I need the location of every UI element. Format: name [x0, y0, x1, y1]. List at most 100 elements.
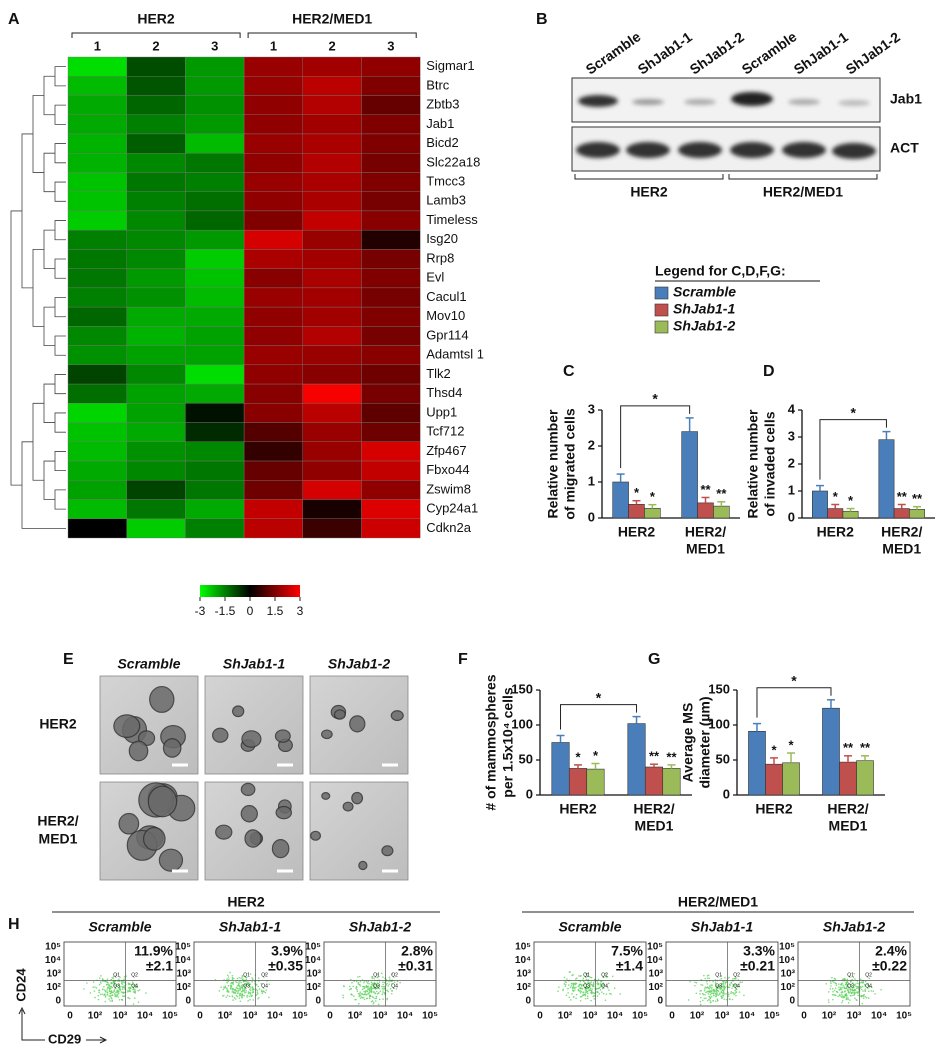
- event-dot: [264, 991, 267, 994]
- quadrant-label: Q1: [113, 973, 120, 979]
- heatmap-cell: [67, 172, 127, 192]
- event-dot: [111, 999, 114, 1002]
- x-tick-label: 10⁴: [397, 1011, 413, 1022]
- quadrant-label: Q1: [847, 973, 854, 979]
- event-dot: [120, 985, 122, 988]
- mammosphere: [147, 785, 178, 818]
- event-dot: [715, 989, 718, 991]
- event-dot: [563, 976, 566, 979]
- event-dot: [557, 990, 559, 993]
- row-label: HER2: [39, 716, 77, 732]
- event-dot: [844, 990, 846, 993]
- lane-label: ShJab1-1: [791, 29, 851, 78]
- dendrogram-branch: [43, 229, 55, 270]
- event-dot: [855, 999, 858, 1002]
- row-label: Lamb3: [426, 193, 466, 208]
- event-dot: [386, 997, 389, 1000]
- event-dot: [243, 980, 245, 983]
- mammosphere: [149, 685, 175, 713]
- heatmap-cell: [243, 56, 304, 77]
- heatmap-cell: [67, 326, 127, 346]
- event-dot: [578, 985, 580, 987]
- mammosphere: [349, 715, 366, 733]
- event-dot: [589, 982, 592, 985]
- event-dot: [596, 991, 598, 994]
- bar: [812, 490, 828, 519]
- row-label: Zbtb3: [426, 97, 459, 112]
- event-dot: [611, 975, 614, 978]
- event-dot: [115, 991, 117, 994]
- event-dot: [843, 986, 845, 988]
- plot-title: ShJab1-1: [219, 919, 281, 935]
- event-dot: [847, 990, 850, 992]
- event-dot: [835, 984, 838, 987]
- heatmap-cell: [302, 460, 362, 481]
- event-dot: [354, 998, 356, 1001]
- event-dot: [841, 982, 844, 985]
- heatmap-cell: [243, 441, 304, 462]
- event-dot: [720, 997, 723, 999]
- event-dot: [94, 986, 96, 988]
- dendrogram-branch: [54, 489, 66, 510]
- event-dot: [600, 985, 602, 988]
- band: [578, 95, 618, 107]
- event-dot: [357, 981, 360, 984]
- event-dot: [243, 992, 246, 994]
- event-dot: [104, 993, 106, 995]
- event-dot: [348, 985, 351, 988]
- quadrant-label: Q1: [243, 973, 250, 979]
- panel-label: F: [458, 651, 468, 668]
- event-dot: [703, 989, 706, 992]
- event-dot: [268, 983, 271, 986]
- percent-label: 2.4%: [875, 943, 907, 959]
- sd-label: ±1.4: [616, 958, 643, 974]
- bar: [586, 768, 605, 796]
- event-dot: [224, 985, 227, 988]
- heatmap-cell: [302, 345, 362, 366]
- y-tick-label: 50: [716, 751, 730, 766]
- event-dot: [699, 993, 701, 995]
- heatmap-cell: [185, 133, 245, 154]
- event-dot: [602, 976, 604, 979]
- row-label: Adamtsl 1: [426, 347, 484, 362]
- event-dot: [855, 985, 858, 988]
- event-dot: [93, 990, 96, 992]
- row-label: Slc22a18: [426, 154, 480, 169]
- plot-title: Scramble: [558, 919, 621, 935]
- event-dot: [735, 977, 737, 980]
- event-dot: [827, 991, 830, 993]
- dendrogram-branch: [43, 75, 55, 116]
- heatmap-cell: [185, 518, 245, 539]
- event-dot: [710, 984, 712, 986]
- comparison-bracket: [756, 687, 832, 718]
- percent-label: 2.8%: [401, 943, 433, 959]
- event-dot: [586, 992, 589, 995]
- y-tick-label: 10³: [781, 969, 796, 980]
- event-dot: [723, 998, 726, 1000]
- event-dot: [370, 986, 373, 989]
- event-dot: [358, 993, 361, 995]
- event-dot: [738, 991, 741, 993]
- event-dot: [722, 982, 725, 985]
- heatmap-cell: [185, 191, 245, 212]
- event-dot: [363, 990, 365, 993]
- event-dot: [574, 989, 576, 991]
- comparison-label: *: [791, 673, 797, 689]
- heatmap-cell: [126, 499, 186, 519]
- bar: [612, 481, 629, 519]
- event-dot: [589, 976, 591, 979]
- event-dot: [862, 990, 864, 992]
- bar: [893, 508, 910, 519]
- dendrogram-branch: [32, 402, 44, 481]
- event-dot: [373, 987, 376, 990]
- event-dot: [249, 985, 251, 988]
- event-dot: [376, 993, 379, 995]
- blot-frame: [571, 77, 881, 123]
- plot-frame: [63, 941, 177, 1007]
- event-dot: [372, 1002, 375, 1005]
- heatmap-cell: [67, 229, 127, 250]
- event-dot: [145, 992, 147, 994]
- event-dot: [373, 983, 375, 985]
- event-dot: [118, 988, 120, 990]
- event-dot: [376, 976, 379, 979]
